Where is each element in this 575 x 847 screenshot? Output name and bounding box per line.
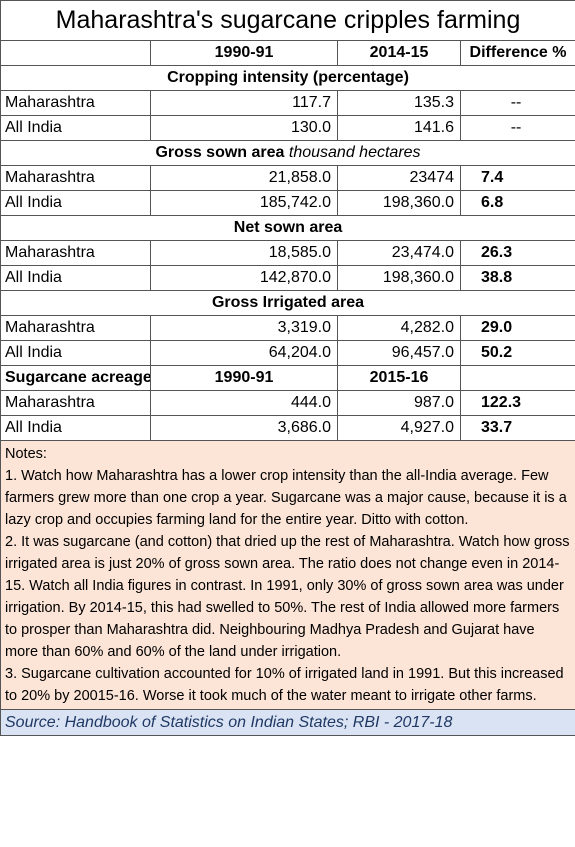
cell: 23474	[337, 165, 461, 191]
cell: --	[459, 115, 575, 141]
section-row: Net sown area	[0, 215, 575, 241]
header-cell: 2015-16	[337, 365, 461, 391]
cell: 117.7	[150, 90, 338, 116]
data-row: All India 185,742.0 198,360.0 6.8	[0, 190, 575, 216]
cell: 987.0	[337, 390, 461, 416]
section-heading: Gross Irrigated area	[211, 294, 365, 311]
table-body: Maharashtra's sugarcane cripples farming…	[0, 0, 575, 736]
cell: 7.4	[459, 165, 575, 191]
row-label: All India	[0, 415, 151, 441]
note: 2. It was sugarcane (and cotton) that dr…	[5, 534, 570, 660]
section-row: Cropping intensity (percentage)	[0, 65, 575, 91]
notes-row: Notes: 1. Watch how Maharashtra has a low…	[0, 440, 575, 710]
cell: 444.0	[150, 390, 338, 416]
cell: 4,282.0	[337, 315, 461, 341]
data-row: Maharashtra 3,319.0 4,282.0 29.0	[0, 315, 575, 341]
row-label: Maharashtra	[0, 315, 151, 341]
header-row: 1990-91 2014-15 Difference %	[0, 40, 575, 66]
cell: 6.8	[459, 190, 575, 216]
header-cell	[459, 365, 575, 391]
row-label: Maharashtra	[0, 165, 151, 191]
header-cell: 1990-91	[150, 40, 338, 66]
section-heading: Gross sown area	[155, 144, 285, 161]
section-heading: Cropping intensity (percentage)	[167, 69, 409, 86]
header-cell: Difference %	[459, 40, 575, 66]
section-heading-cell: Gross sown area thousand hectares	[0, 140, 575, 166]
data-row: Maharashtra 444.0 987.0 122.3	[0, 390, 575, 416]
row-label: Maharashtra	[0, 390, 151, 416]
section-row: Sugarcane acreage 1990-91 2015-16	[0, 365, 575, 391]
cell: 23,474.0	[337, 240, 461, 266]
data-table: Maharashtra's sugarcane cripples farming…	[0, 0, 575, 736]
cell: 122.3	[459, 390, 575, 416]
title-row: Maharashtra's sugarcane cripples farming	[0, 0, 575, 41]
data-row: All India 142,870.0 198,360.0 38.8	[0, 265, 575, 291]
source: Source: Handbook of Statistics on Indian…	[0, 709, 575, 736]
cell: 198,360.0	[337, 265, 461, 291]
header-cell: 1990-91	[150, 365, 338, 391]
row-label: All India	[0, 115, 151, 141]
notes: Notes: 1. Watch how Maharashtra has a low…	[0, 440, 575, 710]
data-row: All India 3,686.0 4,927.0 33.7	[0, 415, 575, 441]
cell: 130.0	[150, 115, 338, 141]
cell: 4,927.0	[337, 415, 461, 441]
source-row: Source: Handbook of Statistics on Indian…	[0, 709, 575, 736]
row-label: All India	[0, 190, 151, 216]
section-heading-cell: Gross Irrigated area	[0, 290, 575, 316]
section-heading: Net sown area	[233, 219, 343, 236]
header-cell	[0, 40, 151, 66]
cell: 50.2	[459, 340, 575, 366]
cell: 18,585.0	[150, 240, 338, 266]
row-label: Maharashtra	[0, 90, 151, 116]
cell: 185,742.0	[150, 190, 338, 216]
cell: 96,457.0	[337, 340, 461, 366]
data-row: Maharashtra 117.7 135.3 --	[0, 90, 575, 116]
note: 1. Watch how Maharashtra has a lower cro…	[5, 468, 567, 528]
section-row: Gross sown area thousand hectares	[0, 140, 575, 166]
cell: 26.3	[459, 240, 575, 266]
section-heading-cell: Cropping intensity (percentage)	[0, 65, 575, 91]
note: 3. Sugarcane cultivation accounted for 1…	[5, 666, 564, 704]
row-label: All India	[0, 265, 151, 291]
header-cell: 2014-15	[337, 40, 461, 66]
cell: 3,319.0	[150, 315, 338, 341]
cell: 33.7	[459, 415, 575, 441]
cell: 29.0	[459, 315, 575, 341]
row-label: All India	[0, 340, 151, 366]
section-heading: Sugarcane acreage	[0, 365, 151, 391]
cell: 3,686.0	[150, 415, 338, 441]
cell: 38.8	[459, 265, 575, 291]
cell: 21,858.0	[150, 165, 338, 191]
data-row: Maharashtra 21,858.0 23474 7.4	[0, 165, 575, 191]
notes-label: Notes:	[5, 446, 47, 462]
section-heading-cell: Net sown area	[0, 215, 575, 241]
cell: 142,870.0	[150, 265, 338, 291]
title: Maharashtra's sugarcane cripples farming	[0, 0, 575, 41]
cell: 135.3	[337, 90, 461, 116]
data-row: All India 64,204.0 96,457.0 50.2	[0, 340, 575, 366]
row-label: Maharashtra	[0, 240, 151, 266]
section-row: Gross Irrigated area	[0, 290, 575, 316]
data-row: Maharashtra 18,585.0 23,474.0 26.3	[0, 240, 575, 266]
cell: 64,204.0	[150, 340, 338, 366]
section-note: thousand hectares	[288, 144, 421, 161]
cell: 141.6	[337, 115, 461, 141]
cell: 198,360.0	[337, 190, 461, 216]
data-row: All India 130.0 141.6 --	[0, 115, 575, 141]
cell: --	[459, 90, 575, 116]
